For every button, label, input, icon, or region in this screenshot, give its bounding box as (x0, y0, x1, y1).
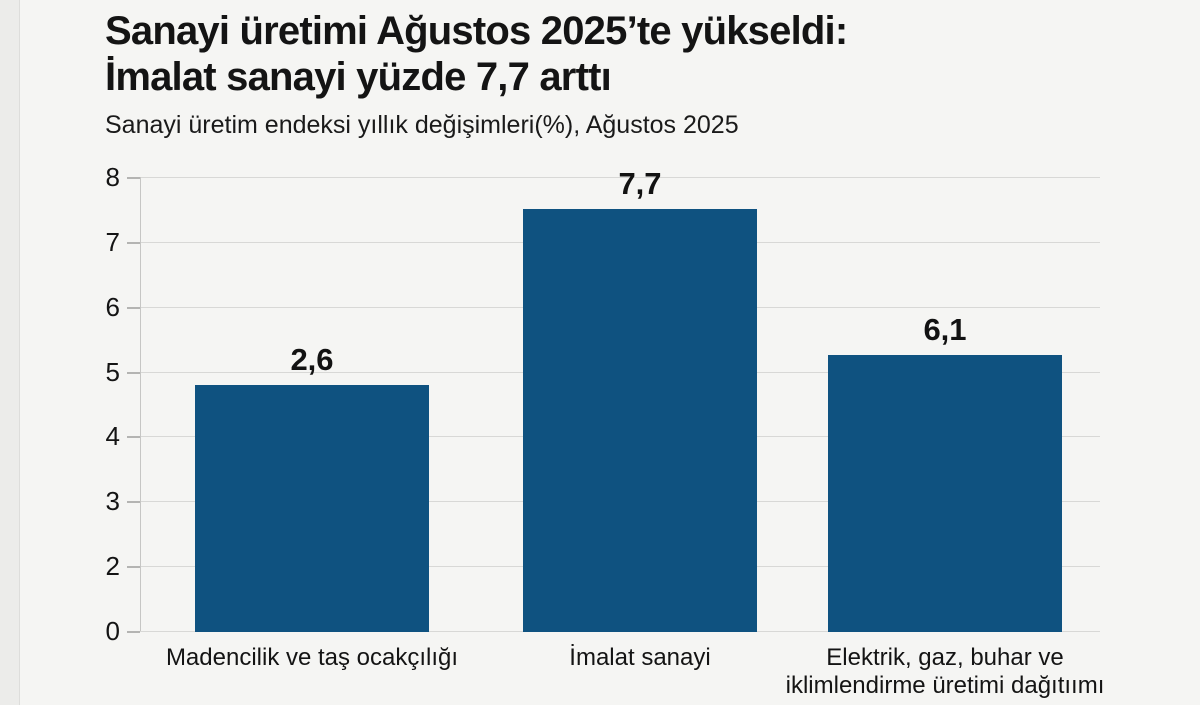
chart-subtitle: Sanayi üretim endeksi yıllık değişimleri… (105, 111, 739, 139)
bar-value-label-1: 2,6 (290, 342, 334, 377)
y-axis-tick-4 (127, 436, 140, 438)
bar-3 (828, 355, 1062, 632)
chart-title: Sanayi üretimi Ağustos 2025’te yükseldi:… (105, 9, 848, 99)
y-axis-tick-5 (127, 372, 140, 374)
y-axis-tick-3 (127, 501, 140, 503)
x-axis-category-label-1: Madencilik ve taş ocakçılığı (165, 644, 459, 671)
y-axis-tick-label-5: 5 (105, 357, 120, 387)
y-axis-tick-2 (127, 566, 140, 568)
y-axis-tick-label-3: 3 (105, 486, 120, 516)
y-axis-tick-8 (127, 177, 140, 179)
y-axis-tick-7 (127, 242, 140, 244)
y-axis-line (140, 177, 141, 631)
page-left-edge (0, 0, 20, 705)
y-axis-tick-label-0: 0 (105, 616, 120, 646)
y-axis-tick-label-2: 2 (105, 551, 120, 581)
bar-value-label-2: 7,7 (618, 166, 662, 201)
gridline-8 (140, 177, 1100, 178)
y-axis-tick-label-6: 6 (105, 292, 120, 322)
x-axis-category-label-2: İmalat sanayi (569, 644, 711, 671)
y-axis-tick-label-8: 8 (105, 162, 120, 192)
y-axis-tick-label-7: 7 (105, 227, 120, 257)
bar-1 (195, 385, 429, 632)
bar-value-label-3: 6,1 (923, 312, 967, 347)
x-axis-category-label-3: Elektrik, gaz, buhar ve iklimlendirme ür… (785, 644, 1105, 699)
y-axis-tick-0 (127, 631, 140, 633)
y-axis-tick-6 (127, 307, 140, 309)
y-axis-tick-label-4: 4 (105, 421, 120, 451)
bar-2 (523, 209, 757, 632)
